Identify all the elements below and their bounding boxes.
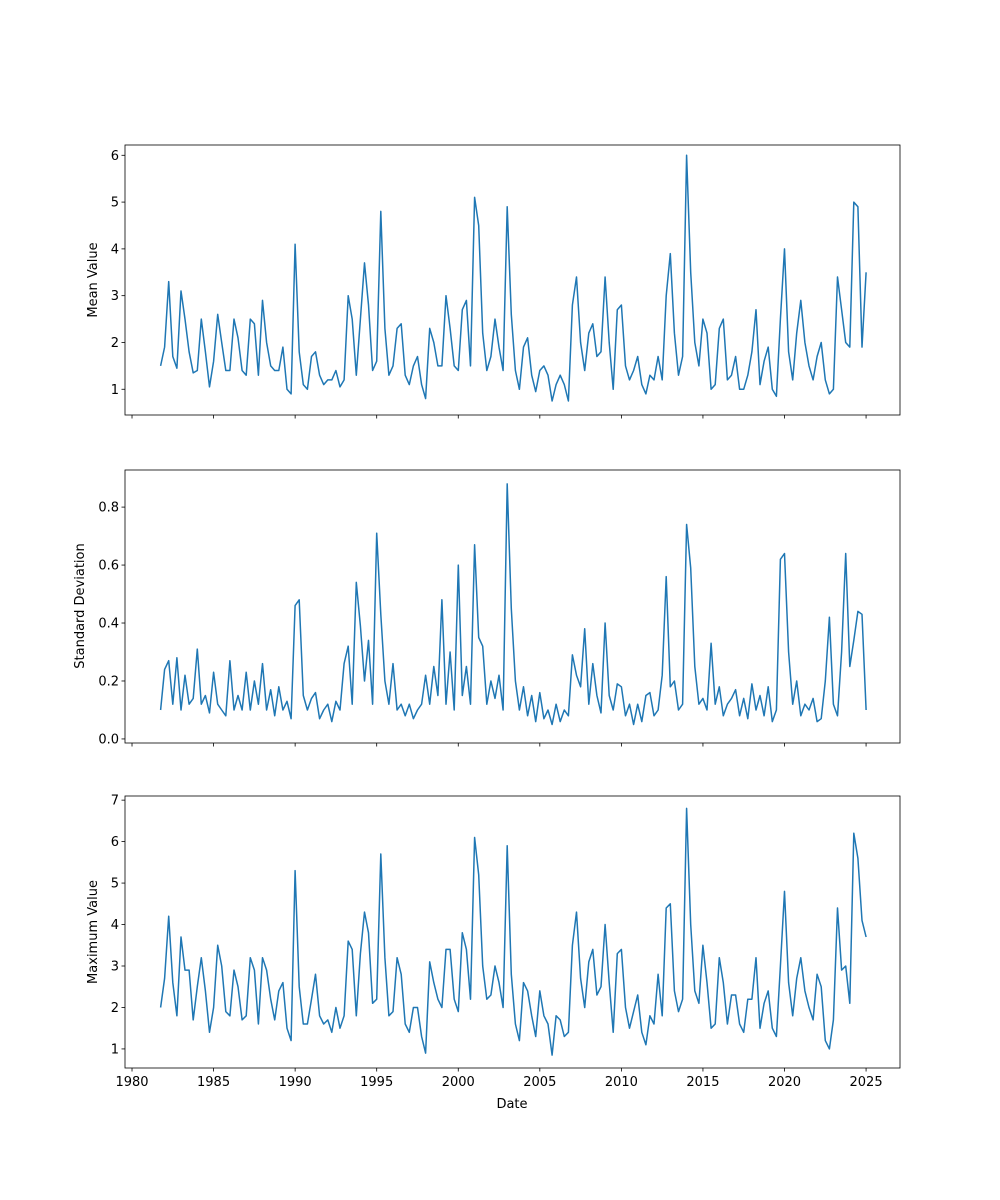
y-tick-label: 7 <box>111 794 119 809</box>
standard-deviation-subplot: Standard Deviation 0.0 0.2 0.4 0.6 0.8 <box>73 469 901 747</box>
data-series-line <box>159 483 867 726</box>
y-tick-label: 4 <box>111 918 119 933</box>
data-series-line <box>159 154 867 402</box>
y-tick-label: 0.8 <box>98 501 119 516</box>
x-tick-label: 2020 <box>768 1075 801 1090</box>
x-tick-label: 1995 <box>360 1075 393 1090</box>
maximum-value-subplot: Maximum Value Date 1 2 3 4 5 6 7 1980 1985 1990 19… <box>86 794 901 1112</box>
y-tick-label: 0.0 <box>98 732 119 747</box>
x-tick-label: 1985 <box>197 1075 230 1090</box>
y-tick-label: 4 <box>111 242 119 257</box>
x-tick-label: 2010 <box>605 1075 638 1090</box>
y-axis-label: Mean Value <box>86 242 101 317</box>
axes-frame <box>124 469 901 744</box>
y-tick-label: 6 <box>111 149 119 164</box>
y-tick-label: 2 <box>111 1001 119 1016</box>
x-axis-label: Date <box>496 1097 527 1112</box>
x-tick-label: 2015 <box>686 1075 719 1090</box>
y-tick-label: 0.6 <box>98 559 119 574</box>
y-tick-label: 2 <box>111 336 119 351</box>
y-axis-label: Maximum Value <box>86 880 101 984</box>
mean-value-subplot: Mean Value 1 2 3 4 5 6 <box>86 144 901 419</box>
x-tick-label: 2005 <box>523 1075 556 1090</box>
axes-frame <box>124 144 901 416</box>
data-series-line <box>159 807 867 1056</box>
x-tick-label: 1980 <box>115 1075 148 1090</box>
y-tick-label: 1 <box>111 383 119 398</box>
y-tick-label: 6 <box>111 835 119 850</box>
y-tick-label: 5 <box>111 877 119 892</box>
y-tick-label: 0.2 <box>98 674 119 689</box>
y-axis-label: Standard Deviation <box>73 543 88 668</box>
y-tick-label: 0.4 <box>98 617 119 632</box>
y-tick-label: 1 <box>111 1042 119 1057</box>
x-tick-label: 2025 <box>850 1075 883 1090</box>
y-tick-label: 3 <box>111 289 119 304</box>
x-tick-label: 2000 <box>442 1075 475 1090</box>
x-tick-label: 1990 <box>279 1075 312 1090</box>
axes-frame <box>124 795 901 1069</box>
y-tick-label: 5 <box>111 196 119 211</box>
y-tick-label: 3 <box>111 960 119 975</box>
